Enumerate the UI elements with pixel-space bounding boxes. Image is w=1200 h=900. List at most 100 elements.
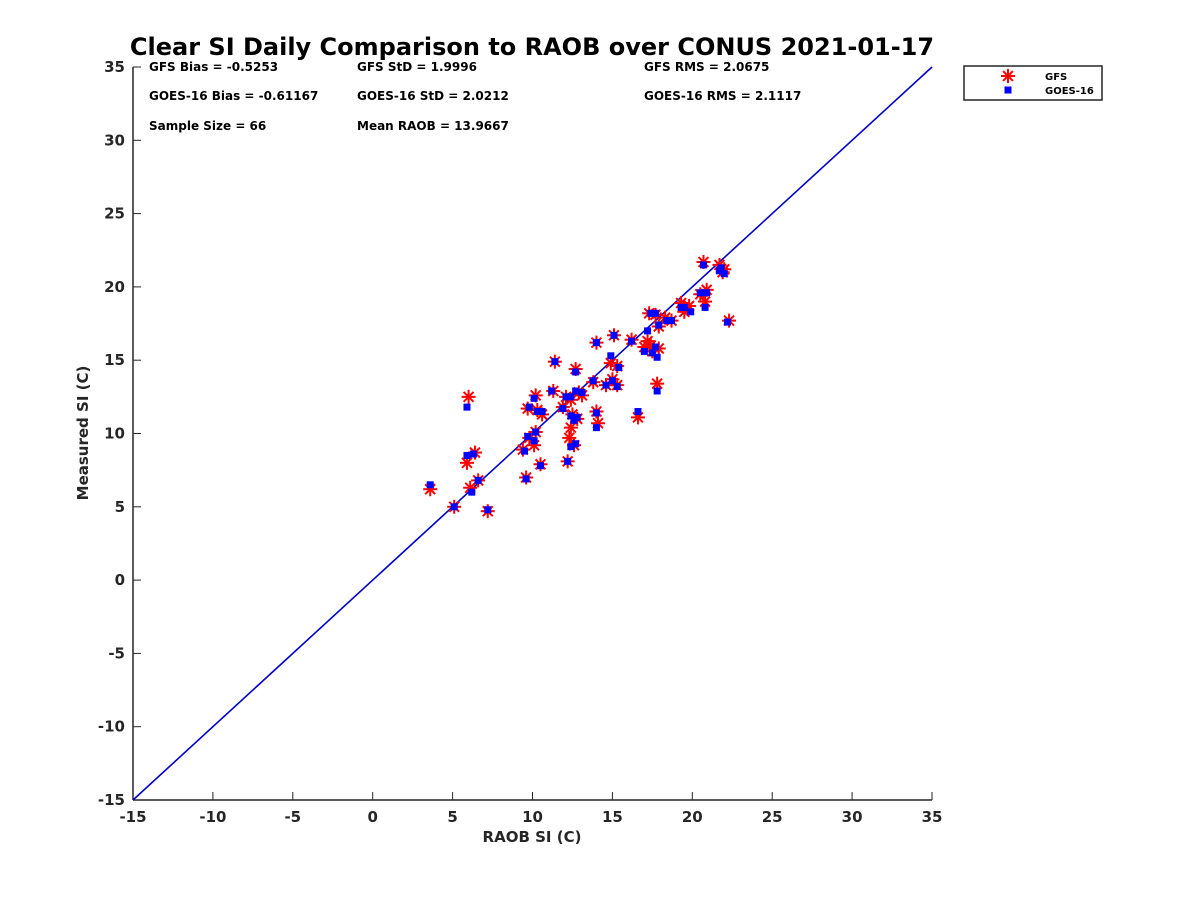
legend-label: GFS — [1045, 72, 1067, 83]
y-tick-label: 25 — [104, 205, 125, 223]
stat-sample-size: Sample Size = 66 — [149, 119, 266, 133]
goes16-point — [525, 403, 533, 411]
goes16-point — [648, 349, 656, 357]
goes16-point — [615, 364, 623, 372]
x-tick-label: 20 — [682, 808, 703, 826]
legend-gfs-marker — [1001, 69, 1015, 83]
stat-goes-bias: GOES-16 Bias = -0.61167 — [149, 89, 318, 103]
y-tick-label: -15 — [98, 791, 125, 809]
goes16-point — [653, 353, 661, 361]
goes16-point — [602, 381, 610, 389]
goes16-point — [607, 352, 615, 360]
stat-goes-rms: GOES-16 RMS = 2.1117 — [644, 89, 801, 103]
x-tick-label: 5 — [447, 808, 457, 826]
goes16-point — [578, 388, 586, 396]
goes16-point — [532, 428, 540, 436]
y-tick-label: 15 — [104, 351, 125, 369]
axes: -15 -10 -5 0 5 10 15 20 25 30 35 -15 -10 -5 0 5 10 15 20 25… — [98, 58, 943, 826]
goes16-point — [564, 457, 572, 465]
stat-gfs-rms: GFS RMS = 2.0675 — [644, 60, 769, 74]
goes16-point — [522, 475, 530, 483]
y-tick-label: 10 — [104, 425, 125, 443]
goes16-point — [703, 289, 711, 297]
x-tick-label: 15 — [602, 808, 623, 826]
y-tick-label: 20 — [104, 278, 125, 296]
goes16-point — [634, 408, 642, 416]
goes16-point — [450, 503, 458, 511]
goes16-point — [589, 377, 597, 385]
x-tick-label: -10 — [199, 808, 226, 826]
goes16-point — [548, 387, 556, 395]
y-tick-label: 35 — [104, 58, 125, 76]
goes16-point — [699, 261, 707, 269]
goes16-point — [530, 437, 538, 445]
goes16-point — [463, 403, 471, 411]
goes16-point — [484, 506, 492, 514]
goes16-point — [628, 337, 636, 345]
goes16-point — [592, 424, 600, 432]
chart-title: Clear SI Daily Comparison to RAOB over C… — [130, 33, 934, 61]
goes16-point — [644, 327, 652, 335]
stats-panel: GFS Bias = -0.5253 GFS StD = 1.9996 GFS RM… — [149, 60, 801, 133]
legend-box — [963, 65, 1103, 101]
x-tick-label: -5 — [284, 808, 301, 826]
goes16-point — [652, 343, 660, 351]
legend-label: GOES-16 — [1045, 86, 1094, 97]
goes16-point — [559, 405, 567, 413]
goes16-point — [655, 321, 663, 329]
x-tick-label: 0 — [367, 808, 377, 826]
gfs-point — [461, 389, 476, 404]
y-tick-label: -5 — [108, 644, 125, 662]
legend: GFS GOES-16 — [963, 65, 1103, 101]
goes16-point — [551, 358, 559, 366]
goes16-point — [652, 309, 660, 317]
data-points — [423, 254, 737, 519]
goes16-point — [524, 432, 532, 440]
series-gfs — [423, 254, 737, 519]
goes16-point — [567, 412, 575, 420]
x-tick-label: -15 — [119, 808, 146, 826]
goes16-point — [536, 462, 544, 470]
goes16-point — [474, 476, 482, 484]
stat-goes-std: GOES-16 StD = 2.0212 — [357, 89, 509, 103]
x-tick-label: 30 — [842, 808, 863, 826]
legend-goes16-marker — [1004, 86, 1012, 94]
goes16-point — [608, 377, 616, 385]
x-axis-label: RAOB SI (C) — [483, 828, 582, 846]
stat-mean-raob: Mean RAOB = 13.9667 — [357, 119, 509, 133]
goes16-point — [696, 289, 704, 297]
goes16-point — [572, 368, 580, 376]
goes16-point — [663, 317, 671, 325]
y-tick-label: 0 — [115, 571, 125, 589]
goes16-point — [572, 440, 580, 448]
goes16-point — [533, 408, 541, 416]
stat-gfs-bias: GFS Bias = -0.5253 — [149, 60, 278, 74]
goes16-point — [562, 393, 570, 401]
goes16-point — [613, 383, 621, 391]
goes16-point — [567, 393, 575, 401]
goes16-point — [687, 308, 695, 316]
goes16-point — [521, 447, 529, 455]
y-tick-label: -10 — [98, 718, 125, 736]
goes16-point — [573, 413, 581, 421]
y-tick-label: 30 — [104, 131, 125, 149]
goes16-point — [680, 303, 688, 311]
goes16-point — [668, 317, 676, 325]
goes16-point — [468, 488, 476, 496]
x-tick-label: 25 — [762, 808, 783, 826]
goes16-point — [592, 409, 600, 417]
stat-gfs-std: GFS StD = 1.9996 — [357, 60, 477, 74]
goes16-point — [647, 309, 655, 317]
series-goes-16 — [426, 261, 731, 514]
goes16-point — [572, 387, 580, 395]
goes16-point — [530, 394, 538, 402]
goes16-point — [592, 339, 600, 347]
goes16-point — [723, 318, 731, 326]
x-tick-label: 35 — [922, 808, 943, 826]
goes16-point — [717, 264, 725, 272]
y-axis-label: Measured SI (C) — [74, 366, 92, 501]
goes16-point — [640, 347, 648, 355]
goes16-point — [469, 450, 477, 458]
goes16-point — [720, 270, 728, 278]
x-tick-label: 10 — [522, 808, 543, 826]
